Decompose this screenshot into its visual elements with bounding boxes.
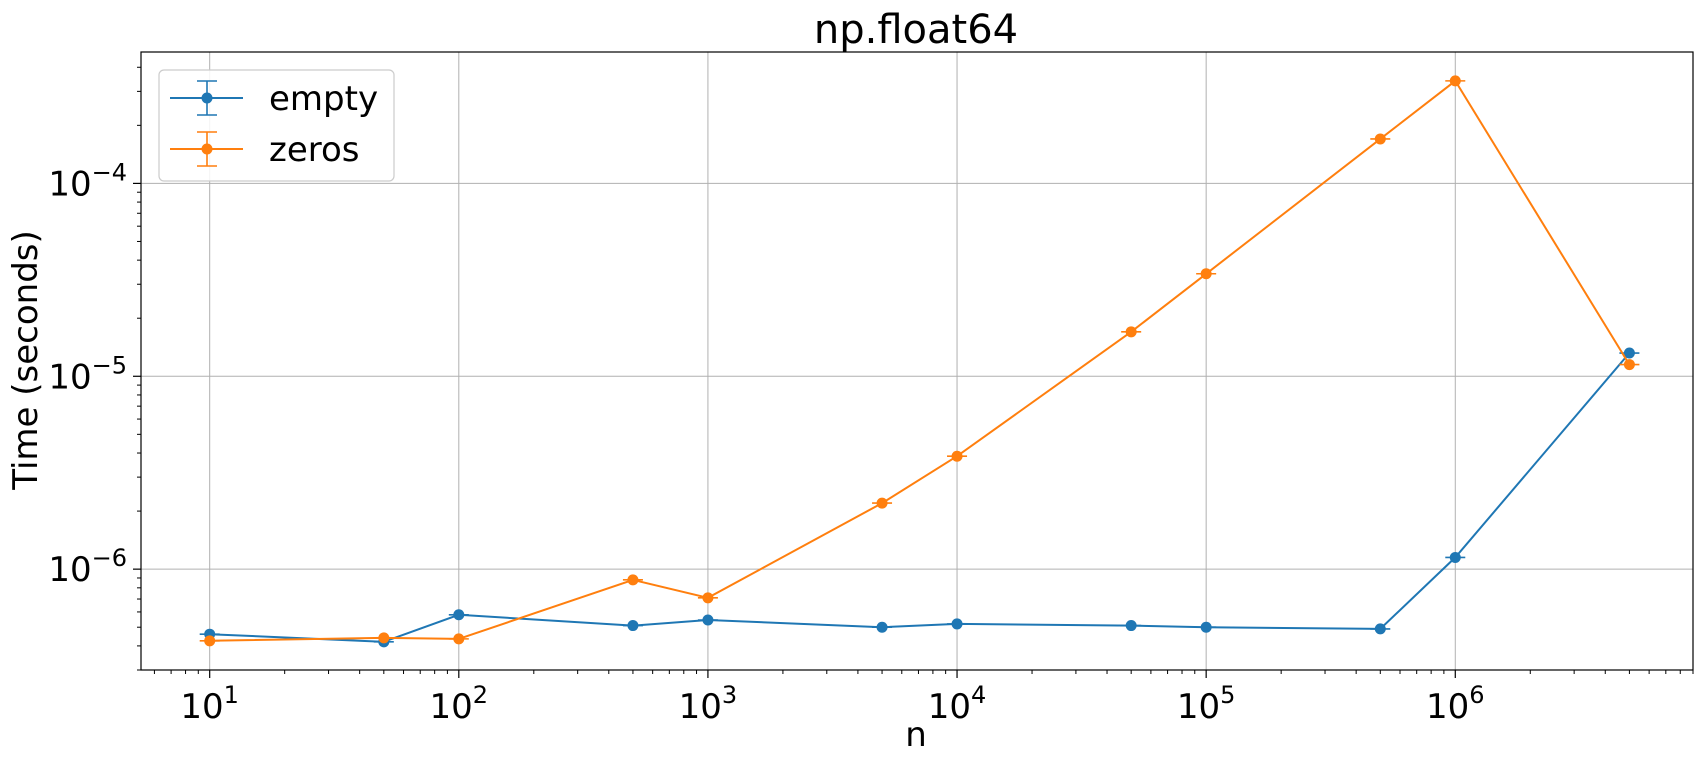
data-point-zeros: [204, 635, 216, 647]
legend-marker: [201, 143, 213, 155]
series-layer: [199, 75, 1640, 648]
data-point-empty: [702, 614, 714, 626]
data-point-zeros: [1125, 326, 1137, 338]
data-point-empty: [1449, 551, 1461, 563]
x-tick-label: 104: [928, 681, 987, 727]
series-line-zeros: [209, 79, 1631, 642]
x-axis-title: n: [905, 715, 927, 755]
data-point-zeros: [378, 632, 390, 644]
ticks: 101 102 103 104 105 106 10−6 10−5 10−4: [48, 66, 1694, 727]
x-tick-label: 101: [180, 681, 239, 727]
data-point-zeros: [702, 592, 714, 604]
data-point-zeros: [876, 497, 888, 509]
y-tick-label: 10−6: [48, 544, 127, 590]
legend: empty zeros: [158, 69, 395, 182]
data-point-empty: [951, 618, 963, 630]
chart-title: np.float64: [814, 7, 1018, 53]
y-tick-label: 10−4: [48, 158, 127, 204]
data-point-empty: [627, 620, 639, 632]
legend-entry-empty: empty: [170, 79, 378, 119]
data-point-empty: [1374, 623, 1386, 635]
data-point-zeros: [1449, 75, 1461, 87]
y-axis-title: Time (seconds): [6, 230, 46, 491]
legend-label-empty: empty: [269, 79, 378, 119]
data-point-zeros: [951, 450, 963, 462]
legend-entry-zeros: zeros: [170, 130, 360, 170]
data-point-zeros: [1200, 268, 1212, 280]
data-point-empty: [1623, 347, 1635, 359]
data-point-zeros: [1623, 359, 1635, 371]
data-point-zeros: [627, 574, 639, 586]
data-point-empty: [876, 621, 888, 633]
x-tick-label: 103: [679, 681, 738, 727]
series-zeros: [199, 75, 1640, 647]
data-point-empty: [1200, 621, 1212, 633]
data-point-empty: [453, 609, 465, 621]
y-tick-label: 10−5: [48, 351, 127, 397]
series-line-empty: [209, 352, 1631, 643]
plot-frame: [140, 51, 1694, 671]
legend-marker: [201, 92, 213, 104]
data-point-zeros: [453, 633, 465, 645]
data-point-empty: [1125, 620, 1137, 632]
x-tick-label: 105: [1177, 681, 1236, 727]
x-tick-label: 102: [430, 681, 489, 727]
legend-label-zeros: zeros: [269, 130, 360, 170]
grid: [141, 52, 1693, 670]
data-point-zeros: [1374, 133, 1386, 145]
x-tick-label: 106: [1426, 681, 1485, 727]
